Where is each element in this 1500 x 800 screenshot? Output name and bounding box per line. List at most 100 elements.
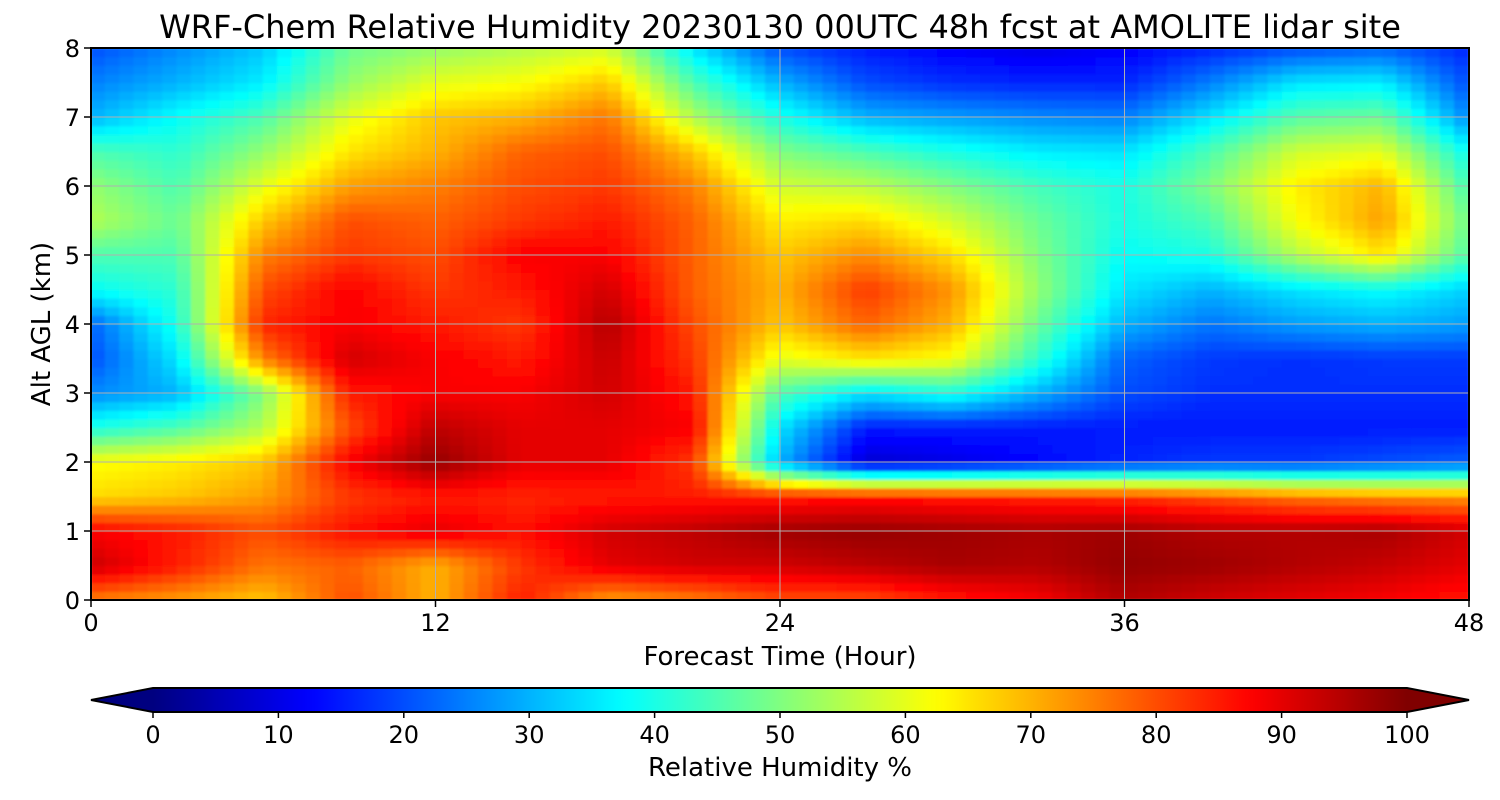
heatmap-cell <box>535 219 551 230</box>
heatmap-cell <box>219 573 236 584</box>
heatmap-cell <box>320 487 336 498</box>
heatmap-cell <box>994 409 1011 420</box>
heatmap-cell <box>779 375 795 385</box>
heatmap-cell <box>91 573 106 584</box>
heatmap-cell <box>363 513 379 523</box>
heatmap-cell <box>1296 176 1312 187</box>
heatmap-cell <box>320 159 336 170</box>
heatmap-cell <box>980 237 996 247</box>
heatmap-cell <box>1152 375 1169 385</box>
heatmap-cell <box>908 392 925 403</box>
heatmap-cell <box>1367 194 1384 204</box>
heatmap-cell <box>707 418 724 429</box>
heatmap-cell <box>1052 349 1068 360</box>
heatmap-cell <box>750 418 767 429</box>
heatmap-cell <box>908 185 925 196</box>
heatmap-cell <box>1410 228 1427 239</box>
heatmap-cell <box>678 254 695 265</box>
heatmap-cell <box>1339 461 1355 472</box>
heatmap-cell <box>492 435 508 446</box>
heatmap-cell <box>1023 306 1039 316</box>
heatmap-cell <box>363 357 379 368</box>
heatmap-cell <box>578 314 594 325</box>
heatmap-cell <box>348 228 365 239</box>
heatmap-cell <box>91 504 106 515</box>
heatmap-cell <box>535 202 551 213</box>
heatmap-cell <box>535 168 551 178</box>
heatmap-cell <box>521 306 537 316</box>
heatmap-cell <box>291 452 307 463</box>
heatmap-cell <box>736 461 752 472</box>
heatmap-cell <box>822 349 839 360</box>
heatmap-cell <box>248 461 264 472</box>
heatmap-cell <box>1367 150 1384 161</box>
heatmap-cell <box>305 280 322 291</box>
heatmap-cell <box>607 590 623 600</box>
heatmap-cell <box>1195 590 1212 600</box>
heatmap-cell <box>219 314 236 325</box>
heatmap-cell <box>1037 478 1054 489</box>
heatmap-cell <box>750 159 767 170</box>
heatmap-cell <box>1181 219 1197 230</box>
heatmap-cell <box>233 168 250 178</box>
heatmap-cell <box>1267 444 1283 454</box>
heatmap-cell <box>980 245 996 256</box>
heatmap-cell <box>1095 306 1111 316</box>
heatmap-cell <box>1152 487 1169 498</box>
heatmap-cell <box>320 219 336 230</box>
heatmap-cell <box>1166 349 1183 360</box>
heatmap-cell <box>176 556 193 567</box>
heatmap-cell <box>1253 150 1269 161</box>
heatmap-cell <box>1181 375 1197 385</box>
heatmap-cell <box>1009 478 1025 489</box>
heatmap-cell <box>506 392 523 403</box>
heatmap-cell <box>879 521 896 532</box>
heatmap-cell <box>1367 478 1384 489</box>
heatmap-cell <box>1281 340 1298 351</box>
heatmap-cell <box>477 478 494 489</box>
heatmap-cell <box>1037 288 1054 299</box>
heatmap-cell <box>449 176 465 187</box>
heatmap-cell <box>750 444 767 454</box>
heatmap-cell <box>320 418 336 429</box>
heatmap-cell <box>1267 521 1283 532</box>
heatmap-cell <box>736 168 752 178</box>
heatmap-cell <box>1439 228 1456 239</box>
heatmap-cell <box>1281 263 1298 273</box>
heatmap-cell <box>91 297 106 308</box>
heatmap-cell <box>147 202 164 213</box>
heatmap-cell <box>894 228 910 239</box>
heatmap-cell <box>176 219 193 230</box>
heatmap-cell <box>147 530 164 541</box>
heatmap-cell <box>334 383 350 394</box>
heatmap-cell <box>879 202 896 213</box>
heatmap-cell <box>1052 366 1068 377</box>
heatmap-cell <box>736 478 752 489</box>
heatmap-cell <box>535 504 551 515</box>
heatmap-cell <box>1382 150 1398 161</box>
heatmap-cell <box>1310 564 1327 575</box>
heatmap-cell <box>1396 444 1413 454</box>
heatmap-cell <box>1023 349 1039 360</box>
heatmap-cell <box>377 530 394 541</box>
heatmap-cell <box>463 401 480 411</box>
heatmap-cell <box>678 340 695 351</box>
heatmap-cell <box>549 159 566 170</box>
heatmap-cell <box>291 590 307 600</box>
heatmap-cell <box>1425 280 1441 291</box>
heatmap-cell <box>305 470 322 480</box>
heatmap-cell <box>1253 470 1269 480</box>
heatmap-cell <box>865 211 882 222</box>
heatmap-cell <box>908 418 925 429</box>
heatmap-cell <box>607 271 623 282</box>
heatmap-cell <box>678 392 695 403</box>
heatmap-cell <box>277 547 293 558</box>
heatmap-cell <box>1224 202 1240 213</box>
heatmap-cell <box>190 159 207 170</box>
heatmap-cell <box>1052 254 1068 265</box>
heatmap-cell <box>879 323 896 334</box>
heatmap-cell <box>449 332 465 342</box>
heatmap-cell <box>951 340 968 351</box>
heatmap-cell <box>664 470 681 480</box>
heatmap-cell <box>477 513 494 523</box>
